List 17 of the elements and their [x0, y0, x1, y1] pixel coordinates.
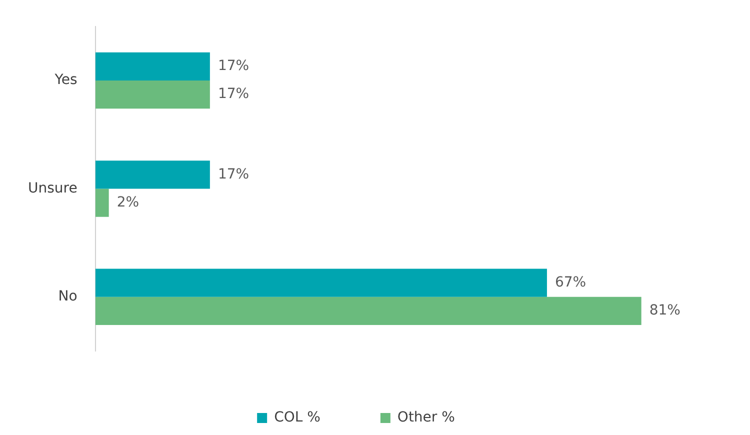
data-label: 81% [649, 302, 680, 319]
legend-label: COL % [274, 410, 320, 426]
data-label: 17% [218, 58, 250, 74]
data-label: 17% [218, 86, 250, 102]
y-tick-label: Yes [54, 72, 78, 88]
bar [95, 80, 210, 109]
legend-label: Other % [397, 410, 455, 426]
bar [95, 52, 210, 80]
data-label: 17% [218, 166, 250, 182]
bar [95, 160, 210, 189]
bar [95, 188, 109, 217]
data-label: 67% [554, 274, 586, 290]
bar [95, 296, 642, 326]
y-tick-label: No [58, 288, 78, 305]
data-label: 2% [116, 194, 140, 210]
bar [95, 268, 547, 297]
y-tick-label: Unsure [28, 180, 78, 196]
